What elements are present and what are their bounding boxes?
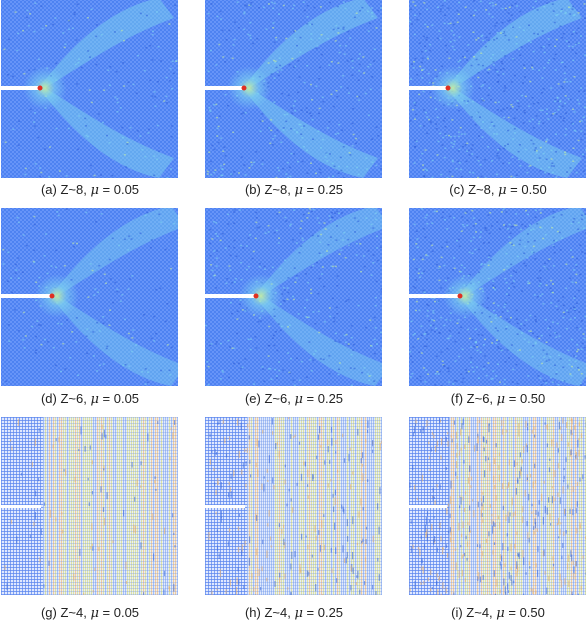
caption-label: (f) bbox=[450, 391, 464, 406]
caption-mu-symbol: μ bbox=[90, 392, 99, 407]
caption-mu-symbol: μ bbox=[496, 392, 506, 407]
panel-image-f bbox=[409, 208, 586, 386]
caption-mu-value: = 0.50 bbox=[508, 391, 546, 406]
caption-label: (g) bbox=[40, 605, 57, 620]
panel-image-h bbox=[205, 417, 382, 595]
caption-mu-symbol: μ bbox=[498, 183, 507, 198]
caption-z: Z~4, bbox=[264, 605, 291, 620]
caption-mu-value: = 0.25 bbox=[306, 391, 344, 406]
simulation-field-h bbox=[205, 417, 382, 595]
caption-g: (g) Z~4, μ = 0.05 bbox=[0, 605, 180, 622]
simulation-field-i bbox=[409, 417, 586, 595]
caption-mu-value: = 0.05 bbox=[102, 605, 140, 620]
caption-mu-value: = 0.25 bbox=[306, 605, 344, 620]
caption-f: (f) Z~6, μ = 0.50 bbox=[408, 391, 588, 408]
caption-e: (e) Z~6, μ = 0.25 bbox=[204, 391, 384, 408]
simulation-field-g bbox=[1, 417, 178, 595]
caption-label: (a) bbox=[40, 182, 57, 197]
caption-mu-value: = 0.05 bbox=[102, 391, 140, 406]
simulation-field-e bbox=[205, 208, 382, 386]
caption-mu-value: = 0.25 bbox=[306, 182, 344, 197]
caption-mu-symbol: μ bbox=[294, 606, 303, 621]
simulation-field-a bbox=[1, 0, 178, 178]
caption-z: Z~6, bbox=[60, 391, 87, 406]
caption-mu-value: = 0.50 bbox=[508, 605, 545, 620]
caption-d: (d) Z~6, μ = 0.05 bbox=[0, 391, 180, 408]
panel-image-b bbox=[205, 0, 382, 178]
caption-i: (i) Z~4, μ = 0.50 bbox=[408, 605, 588, 622]
caption-c: (c) Z~8, μ = 0.50 bbox=[408, 182, 588, 199]
caption-label: (d) bbox=[40, 391, 57, 406]
panel-image-d bbox=[1, 208, 178, 386]
caption-mu-value: = 0.50 bbox=[510, 182, 547, 197]
panel-image-c bbox=[409, 0, 586, 178]
caption-mu-symbol: μ bbox=[294, 392, 303, 407]
panel-image-i bbox=[409, 417, 586, 595]
caption-mu-symbol: μ bbox=[496, 606, 505, 621]
caption-label: (b) bbox=[244, 182, 261, 197]
caption-z: Z~4, bbox=[466, 605, 493, 620]
caption-mu-symbol: μ bbox=[294, 183, 303, 198]
caption-z: Z~8, bbox=[468, 182, 495, 197]
caption-z: Z~6, bbox=[466, 391, 494, 406]
panel-image-a bbox=[1, 0, 178, 178]
simulation-field-b bbox=[205, 0, 382, 178]
simulation-field-d bbox=[1, 208, 178, 386]
panel-image-e bbox=[205, 208, 382, 386]
panel-image-g bbox=[1, 417, 178, 595]
simulation-field-c bbox=[409, 0, 586, 178]
caption-z: Z~6, bbox=[264, 391, 291, 406]
caption-a: (a) Z~8, μ = 0.05 bbox=[0, 182, 180, 199]
caption-z: Z~4, bbox=[60, 605, 87, 620]
caption-z: Z~8, bbox=[60, 182, 87, 197]
caption-label: (i) bbox=[451, 605, 463, 620]
caption-label: (h) bbox=[244, 605, 261, 620]
caption-mu-value: = 0.05 bbox=[102, 182, 140, 197]
caption-mu-symbol: μ bbox=[90, 606, 99, 621]
simulation-field-f bbox=[409, 208, 586, 386]
caption-h: (h) Z~4, μ = 0.25 bbox=[204, 605, 384, 622]
caption-b: (b) Z~8, μ = 0.25 bbox=[204, 182, 384, 199]
caption-label: (e) bbox=[244, 391, 261, 406]
caption-mu-symbol: μ bbox=[90, 183, 99, 198]
caption-z: Z~8, bbox=[264, 182, 291, 197]
caption-label: (c) bbox=[449, 182, 465, 197]
